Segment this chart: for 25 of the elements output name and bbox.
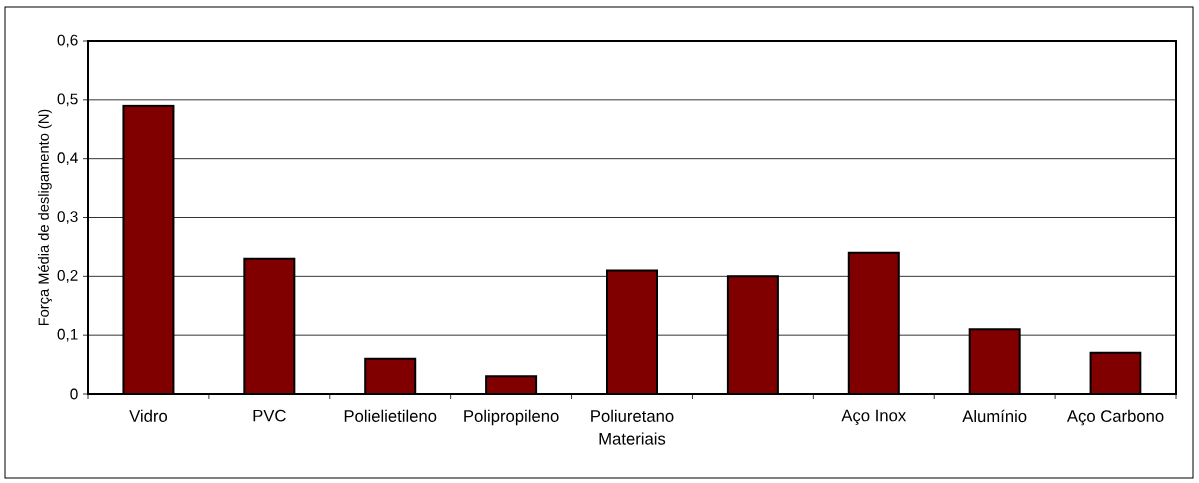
y-tick-label: 0,5 xyxy=(57,93,78,107)
y-tick-label: 0,6 xyxy=(57,34,78,48)
x-tick-label: PVC xyxy=(253,409,286,422)
bar xyxy=(243,257,296,394)
bar xyxy=(606,269,658,394)
y-tick-label: 0,4 xyxy=(57,152,78,166)
bar xyxy=(122,104,175,394)
y-axis-title: Força Média de desligamento (N) xyxy=(37,109,52,326)
y-tick-label: 0,2 xyxy=(57,270,78,283)
x-tick-label: Polielietileno xyxy=(344,409,437,422)
x-tick-label: Aço Inox xyxy=(841,409,907,425)
bar xyxy=(726,275,779,394)
x-axis-title: Materiais xyxy=(599,432,666,445)
x-tick-label: Vidro xyxy=(129,409,168,422)
y-tick-label: 0,1 xyxy=(57,328,78,342)
y-tick-label: 0,3 xyxy=(57,211,78,224)
x-tick-label: Polipropileno xyxy=(464,409,559,426)
bar xyxy=(847,251,900,394)
x-tick-label: Poliuretano xyxy=(591,409,674,422)
x-tick-label: Alumínio xyxy=(962,409,1027,423)
bar xyxy=(364,357,417,394)
x-tick-label: Aço Carbono xyxy=(1066,409,1164,426)
bar xyxy=(968,328,1021,394)
y-tick-label: 0 xyxy=(70,388,78,400)
bar xyxy=(1089,351,1142,394)
